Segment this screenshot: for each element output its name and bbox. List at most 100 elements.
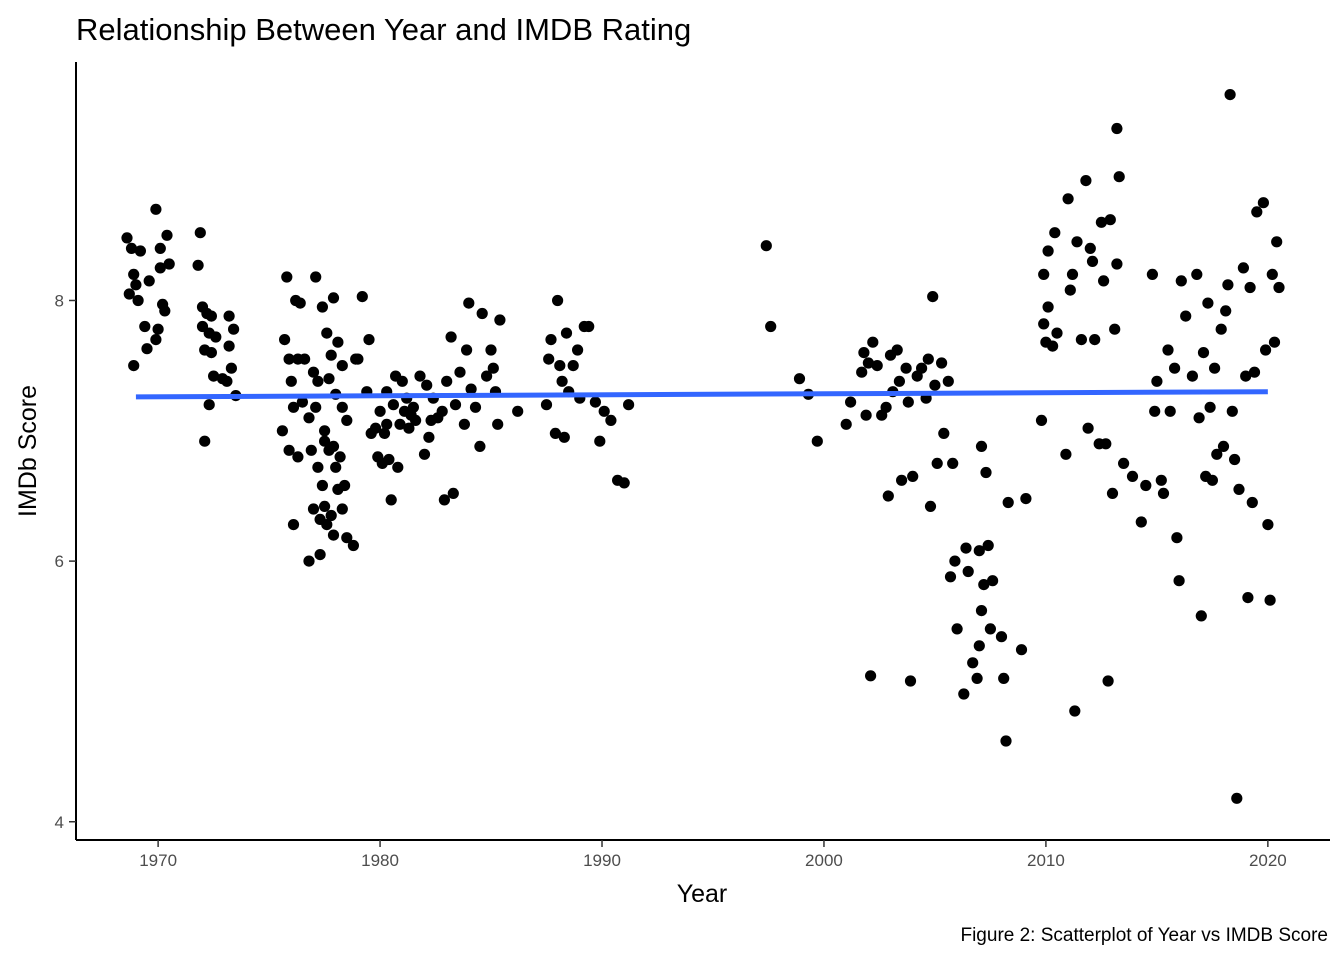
data-point bbox=[319, 500, 331, 512]
data-point bbox=[978, 579, 990, 591]
data-point bbox=[403, 422, 415, 434]
data-point bbox=[924, 500, 937, 512]
data-point bbox=[598, 405, 610, 417]
data-point bbox=[1266, 268, 1278, 280]
x-tick-label: 1970 bbox=[139, 851, 177, 870]
data-point bbox=[845, 396, 857, 408]
data-point bbox=[971, 672, 983, 685]
data-point bbox=[589, 396, 602, 408]
data-point bbox=[1193, 412, 1205, 424]
data-point bbox=[385, 494, 397, 506]
data-point bbox=[1260, 344, 1272, 356]
data-point bbox=[121, 232, 133, 244]
data-point bbox=[1273, 281, 1285, 294]
data-point bbox=[856, 366, 868, 378]
y-tick-label: 4 bbox=[55, 813, 64, 832]
data-point bbox=[560, 327, 573, 339]
data-point bbox=[975, 605, 988, 617]
data-point bbox=[1244, 281, 1256, 294]
data-point bbox=[199, 435, 211, 447]
data-point bbox=[554, 360, 566, 372]
data-point bbox=[1064, 284, 1076, 296]
data-point bbox=[1191, 268, 1203, 280]
data-point bbox=[463, 297, 475, 309]
data-point bbox=[893, 375, 906, 387]
data-point bbox=[161, 229, 173, 241]
data-point bbox=[287, 401, 300, 413]
x-tick-label: 1980 bbox=[361, 851, 399, 870]
data-point bbox=[299, 353, 311, 365]
data-point bbox=[1229, 453, 1241, 466]
data-point bbox=[392, 461, 404, 473]
data-point bbox=[134, 245, 146, 257]
data-point bbox=[1233, 483, 1245, 495]
data-point bbox=[281, 271, 293, 283]
data-point bbox=[1062, 193, 1074, 205]
data-point bbox=[1264, 594, 1276, 606]
data-point bbox=[980, 466, 992, 479]
data-point bbox=[1020, 493, 1032, 505]
data-point bbox=[296, 396, 308, 408]
data-point bbox=[341, 532, 353, 544]
data-point bbox=[1268, 336, 1281, 348]
data-point bbox=[1271, 236, 1283, 248]
data-point bbox=[942, 375, 954, 387]
data-point bbox=[1240, 370, 1252, 382]
data-point bbox=[1086, 255, 1099, 267]
data-point bbox=[973, 545, 985, 557]
data-point bbox=[1180, 310, 1192, 322]
data-point bbox=[1202, 297, 1214, 309]
data-point bbox=[765, 320, 777, 333]
data-point bbox=[998, 672, 1010, 685]
data-point bbox=[1084, 242, 1096, 254]
data-point bbox=[378, 427, 391, 439]
data-point bbox=[1049, 227, 1061, 239]
data-point bbox=[325, 349, 337, 361]
data-point bbox=[139, 320, 151, 333]
data-point bbox=[336, 503, 348, 515]
data-point bbox=[474, 440, 486, 452]
data-point bbox=[1149, 405, 1161, 417]
data-point bbox=[904, 675, 917, 687]
data-point bbox=[310, 401, 322, 413]
figure-caption: Figure 2: Scatterplot of Year vs IMDB Sc… bbox=[960, 925, 1328, 946]
data-point bbox=[307, 503, 320, 515]
data-point bbox=[447, 487, 459, 499]
data-point bbox=[1071, 236, 1083, 248]
data-point bbox=[332, 336, 344, 348]
x-ticks: 1970 1980 1990 2000 2010 2020 bbox=[139, 840, 1287, 870]
data-point bbox=[152, 323, 164, 335]
data-point bbox=[347, 539, 359, 552]
data-point bbox=[125, 242, 138, 254]
data-point bbox=[1080, 175, 1092, 187]
data-point bbox=[1220, 305, 1232, 317]
data-point bbox=[1106, 487, 1119, 499]
data-point bbox=[1197, 347, 1210, 359]
data-point bbox=[228, 323, 240, 335]
data-point bbox=[327, 440, 340, 452]
data-point bbox=[283, 444, 295, 456]
data-point bbox=[307, 366, 320, 378]
data-point bbox=[1015, 644, 1028, 656]
data-point bbox=[605, 414, 617, 426]
data-point bbox=[552, 294, 564, 307]
data-point bbox=[1038, 318, 1050, 330]
data-point bbox=[1169, 362, 1181, 374]
data-point bbox=[1217, 440, 1230, 452]
data-point bbox=[1237, 262, 1249, 274]
chart-title: Relationship Between Year and IMDB Ratin… bbox=[76, 12, 691, 47]
data-point bbox=[1222, 279, 1234, 291]
data-point bbox=[545, 334, 557, 346]
data-point bbox=[321, 519, 333, 531]
x-tick-label: 2020 bbox=[1249, 851, 1287, 870]
data-point bbox=[1135, 516, 1147, 528]
data-point bbox=[323, 373, 335, 385]
data-point bbox=[305, 444, 317, 456]
data-point bbox=[394, 418, 406, 430]
data-point bbox=[1162, 344, 1174, 356]
data-point bbox=[871, 360, 883, 372]
data-point bbox=[1155, 474, 1167, 486]
data-point bbox=[543, 353, 555, 365]
data-point bbox=[485, 344, 497, 356]
